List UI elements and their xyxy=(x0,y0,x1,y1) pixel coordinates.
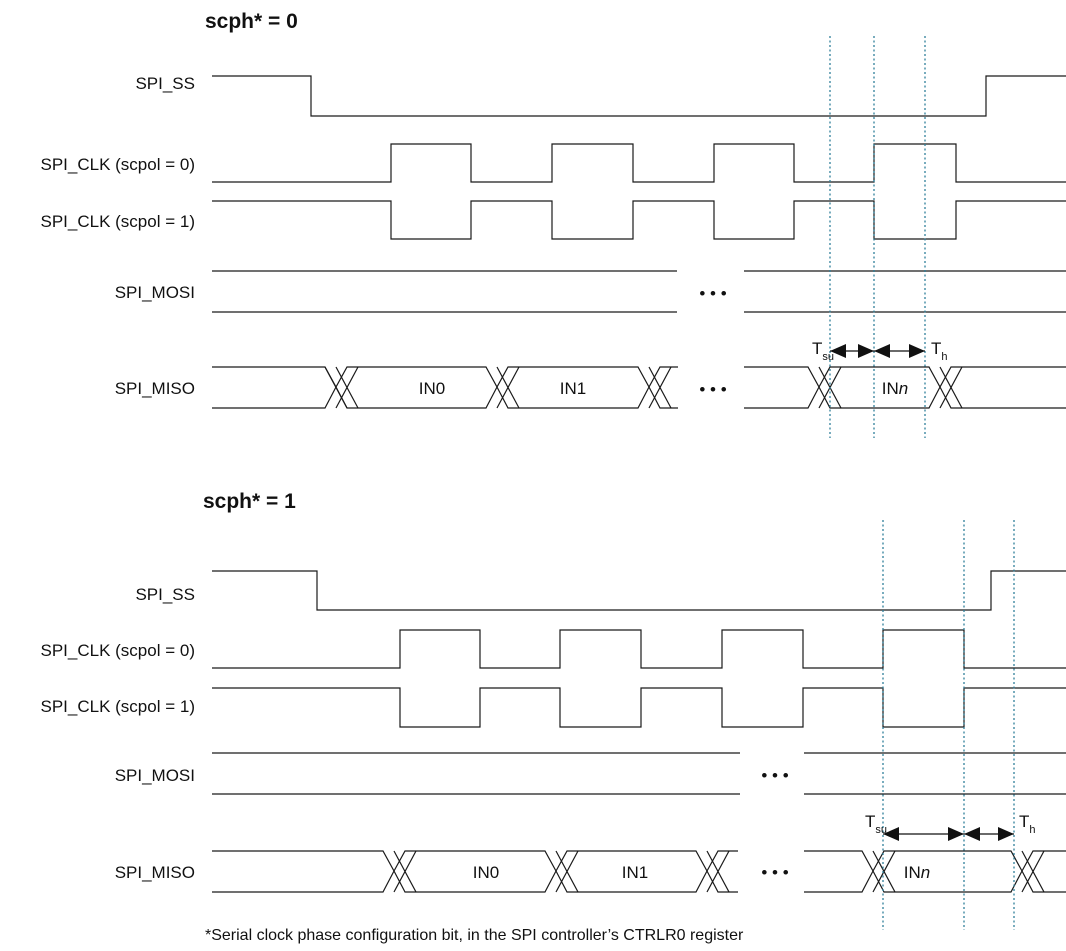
ellipsis-mosi: • • • xyxy=(699,284,726,303)
data-label-inn: INn xyxy=(882,379,908,398)
waveform-spi-clk-scpol0 xyxy=(212,143,1066,183)
waveform-spi-miso xyxy=(212,850,1066,893)
signal-label-spi-clk-scpol0: SPI_CLK (scpol = 0) xyxy=(41,641,196,660)
waveform-spi-ss xyxy=(212,570,1066,611)
tsu-label: Tsu xyxy=(865,812,887,836)
panel-scph-0: scph* = 0 SPI_SS SPI_CLK (scpol = 0) SPI… xyxy=(41,10,1066,438)
panel-scph-1: scph* = 1 SPI_SS SPI_CLK (scpol = 0) SPI… xyxy=(41,490,1066,930)
data-label-inn: INn xyxy=(904,863,930,882)
waveform-spi-clk-scpol1 xyxy=(212,200,1066,240)
ellipsis-miso: • • • xyxy=(761,863,788,882)
signal-label-spi-clk-scpol1: SPI_CLK (scpol = 1) xyxy=(41,212,196,231)
th-label: Th xyxy=(1019,812,1036,836)
signal-label-spi-mosi: SPI_MOSI xyxy=(115,283,195,302)
signal-label-spi-clk-scpol0: SPI_CLK (scpol = 0) xyxy=(41,155,196,174)
signal-label-spi-miso: SPI_MISO xyxy=(115,379,195,398)
th-label: Th xyxy=(931,339,948,363)
data-label-in1: IN1 xyxy=(560,379,586,398)
panel-title: scph* = 0 xyxy=(205,10,298,33)
ellipsis-mosi: • • • xyxy=(761,766,788,785)
th-arrow xyxy=(874,344,925,358)
signal-label-spi-miso: SPI_MISO xyxy=(115,863,195,882)
waveform-spi-clk-scpol1 xyxy=(212,687,1066,728)
signal-label-spi-ss: SPI_SS xyxy=(135,585,195,604)
data-label-in0: IN0 xyxy=(419,379,445,398)
signal-label-spi-clk-scpol1: SPI_CLK (scpol = 1) xyxy=(41,697,196,716)
data-label-in1: IN1 xyxy=(622,863,648,882)
waveform-spi-mosi xyxy=(212,752,1066,795)
tsu-arrow xyxy=(883,827,964,841)
waveform-spi-miso xyxy=(212,366,1066,409)
ellipsis-miso: • • • xyxy=(699,380,726,399)
data-label-in0: IN0 xyxy=(473,863,499,882)
waveform-spi-ss xyxy=(212,75,1066,117)
tsu-label: Tsu xyxy=(812,339,834,363)
signal-label-spi-mosi: SPI_MOSI xyxy=(115,766,195,785)
footnote: *Serial clock phase configuration bit, i… xyxy=(205,927,744,944)
th-arrow xyxy=(964,827,1014,841)
waveform-spi-mosi xyxy=(212,270,1066,313)
tsu-arrow xyxy=(830,344,874,358)
panel-title: scph* = 1 xyxy=(203,490,296,513)
waveform-spi-clk-scpol0 xyxy=(212,629,1066,669)
signal-label-spi-ss: SPI_SS xyxy=(135,74,195,93)
